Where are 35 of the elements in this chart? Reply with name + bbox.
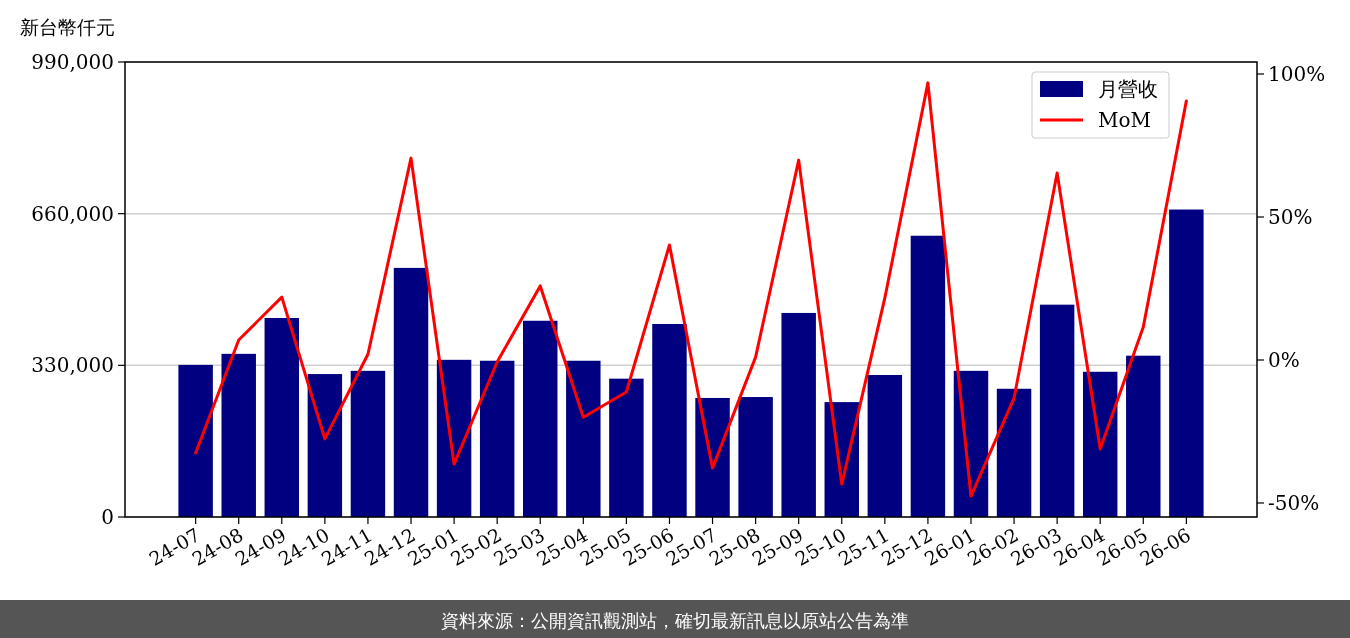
y-tick-label: 990,000 — [31, 50, 114, 74]
bar — [609, 378, 644, 517]
bar — [307, 374, 343, 517]
bar — [479, 360, 515, 517]
bar — [996, 388, 1032, 517]
bar — [1169, 209, 1204, 517]
source-note: 資料來源：公開資訊觀測站，確切最新訊息以原站公告為準 — [441, 610, 909, 631]
bar — [393, 267, 429, 517]
y-tick-label: 0 — [101, 505, 114, 529]
legend-label: 月營收 — [1098, 77, 1158, 101]
bar — [523, 320, 558, 517]
bar — [867, 374, 903, 517]
bar — [350, 370, 386, 517]
bar — [264, 318, 300, 517]
bar — [1126, 355, 1161, 517]
y-tick-label: 660,000 — [31, 201, 114, 226]
bar — [910, 235, 946, 517]
bar — [1039, 304, 1075, 517]
bar — [652, 323, 687, 517]
bar — [738, 397, 773, 517]
legend-label: MoM — [1098, 108, 1151, 132]
bar — [781, 312, 816, 517]
y-tick-label: 330,000 — [31, 353, 114, 378]
y2-tick-label: -50% — [1268, 490, 1320, 515]
bar — [436, 359, 472, 517]
bar — [221, 353, 256, 517]
line-series — [194, 81, 1188, 498]
y2-tick-label: 50% — [1268, 205, 1313, 229]
y2-tick-label: 100% — [1268, 62, 1326, 87]
bar — [695, 397, 730, 517]
y2-tick-label: 0% — [1268, 347, 1300, 372]
bar — [178, 364, 213, 517]
y-axis-title: 新台幣仟元 — [20, 16, 115, 38]
bar — [566, 360, 601, 517]
bar — [1082, 371, 1118, 517]
